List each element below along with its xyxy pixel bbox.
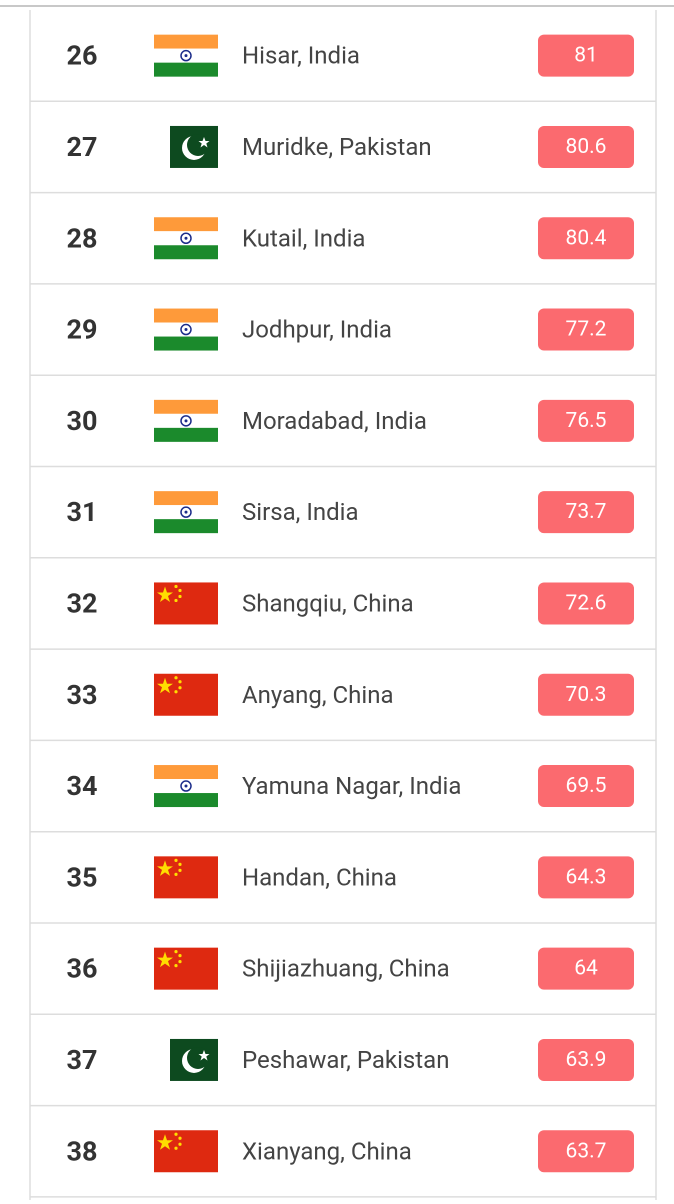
rank: 26 (67, 40, 98, 72)
value-badge (538, 1130, 634, 1173)
city-name: Yamuna Nagar, India (242, 772, 461, 800)
aqi-value: 80.6 (566, 135, 607, 159)
city-name: Kutail, India (242, 224, 365, 252)
aqi-value: 77.2 (566, 318, 607, 342)
country-flag (154, 1130, 218, 1173)
aqi-value: 63.7 (566, 1139, 607, 1163)
value-badge (538, 125, 634, 168)
table-row: 30 Moradabad, India 76.5 (30, 399, 656, 468)
rank: 27 (67, 131, 98, 163)
table-row: 33 Anyang, China 70.3 (30, 673, 656, 742)
aqi-value: 70.3 (566, 683, 607, 707)
rank: 37 (67, 1044, 98, 1076)
country-flag (153, 764, 219, 808)
rank: 31 (67, 496, 98, 528)
rank: 33 (67, 679, 98, 711)
rank: 35 (67, 861, 98, 893)
country-flag (153, 490, 219, 534)
table-row: 28 Kutail, India 80.4 (30, 216, 656, 285)
country-flag (170, 125, 218, 168)
table-row: 27 Muridke, Pakistan 80.6 (30, 125, 656, 194)
city-name: Xianyang, China (242, 1137, 412, 1165)
value-badge (538, 947, 634, 990)
table-row: 36 Shijiazhuang, China 64 (30, 947, 656, 1016)
city-name: Anyang, China (242, 681, 394, 709)
country-flag (153, 33, 219, 78)
table-row: 37 Peshawar, Pakistan 63.9 (30, 1038, 656, 1107)
table-row: 32 Shangqiu, China 72.6 (30, 582, 656, 650)
rank: 38 (67, 1135, 98, 1167)
aqi-value: 69.5 (566, 774, 607, 798)
value-badge (538, 308, 634, 351)
table-row: 34 Yamuna Nagar, India 69.5 (30, 764, 656, 833)
country-flag (154, 673, 218, 716)
city-name: Peshawar, Pakistan (242, 1046, 449, 1074)
city-name: Jodhpur, India (242, 316, 392, 344)
value-badge (538, 856, 634, 899)
aqi-value: 81 (574, 44, 598, 68)
table-row: 31 Sirsa, India 73.7 (30, 490, 656, 559)
aqi-value: 72.6 (566, 591, 607, 615)
city-name: Sirsa, India (242, 498, 359, 526)
rank: 28 (67, 222, 98, 254)
country-flag (153, 307, 219, 352)
table-row: 38 Xianyang, China 63.7 (30, 1130, 656, 1198)
aqi-value: 80.4 (566, 226, 607, 250)
rank: 32 (67, 587, 98, 619)
rank: 29 (67, 314, 98, 346)
value-badge (538, 34, 634, 77)
country-flag (170, 1038, 218, 1081)
country-flag (154, 582, 218, 625)
country-flag (154, 947, 218, 990)
country-flag (153, 399, 219, 443)
rank: 34 (67, 770, 98, 802)
city-name: Hisar, India (242, 42, 360, 70)
value-badge (538, 491, 634, 534)
aqi-value: 64.3 (566, 865, 607, 889)
city-name: Muridke, Pakistan (242, 133, 432, 161)
table-row: 29 Jodhpur, India 77.2 (30, 307, 656, 376)
value-badge (538, 399, 634, 442)
value-badge (538, 217, 634, 260)
rank: 30 (67, 405, 98, 437)
city-name: Handan, China (242, 863, 397, 891)
value-badge (538, 582, 634, 625)
city-name: Shangqiu, China (242, 589, 414, 617)
city-name: Shijiazhuang, China (242, 955, 450, 983)
value-badge (538, 1038, 634, 1081)
rank: 36 (67, 953, 98, 985)
aqi-value: 76.5 (566, 409, 607, 433)
table-row: 35 Handan, China 64.3 (30, 856, 656, 924)
table-row: 26 Hisar, India 81 (30, 33, 656, 103)
aqi-value: 63.9 (566, 1048, 607, 1072)
value-badge (538, 765, 634, 808)
country-flag (154, 856, 218, 899)
city-name: Moradabad, India (242, 407, 427, 435)
aqi-value: 73.7 (566, 500, 607, 524)
aqi-value: 64 (574, 957, 598, 981)
country-flag (153, 216, 219, 260)
value-badge (538, 673, 634, 716)
